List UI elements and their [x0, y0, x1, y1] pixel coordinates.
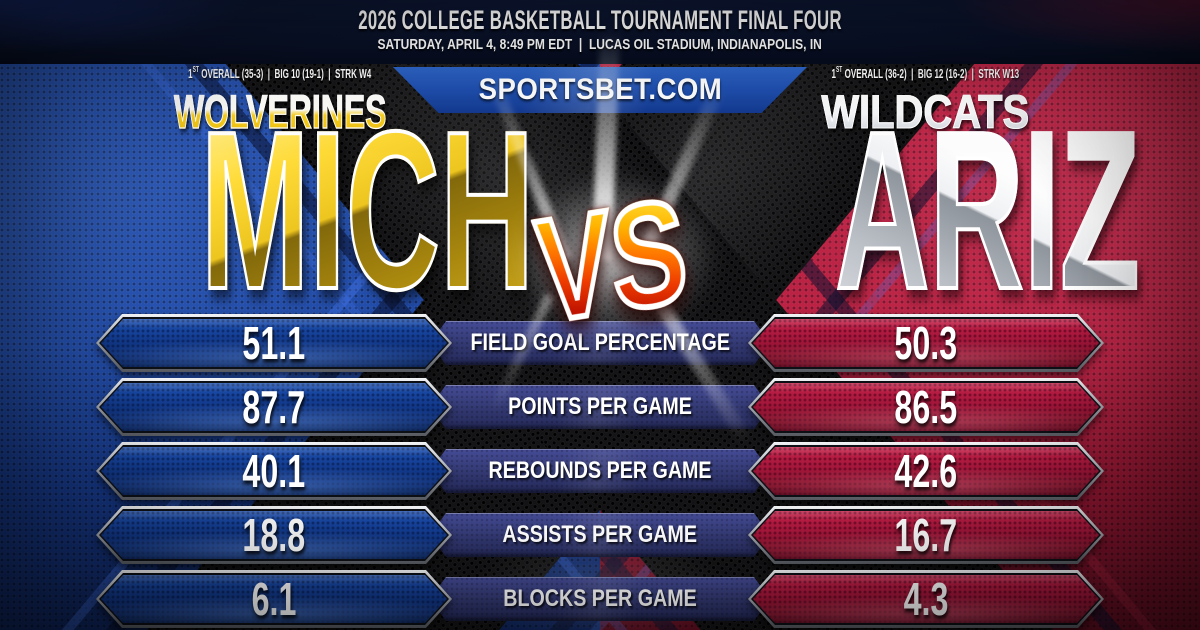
stat-pod-left: 6.1	[96, 570, 452, 628]
team-right-rank-suffix: ST	[835, 65, 843, 74]
team-left: 1ST OVERALL (35-3) | BIG 10 (19-1) | STR…	[80, 62, 535, 325]
vs-badge: VS	[505, 165, 717, 357]
stat-pod-left: 87.7	[96, 378, 452, 436]
stat-pod-left: 18.8	[96, 506, 452, 564]
team-left-nickname: WOLVERINES	[80, 87, 480, 135]
vs-label: VS	[527, 165, 695, 357]
stat-value-left: 6.1	[251, 573, 297, 625]
stat-label-band: BLOCKS PER GAME	[430, 577, 770, 621]
stat-value-right: 86.5	[894, 381, 958, 433]
stat-row: ASSISTS PER GAME 18.8 16.7	[0, 506, 1200, 564]
event-details: SATURDAY, APRIL 4, 8:49 PM EDT | LUCAS O…	[377, 36, 823, 53]
team-right-record: OVERALL (36-2) | BIG 12 (16-2) | STRK W1…	[842, 66, 1019, 81]
team-right-nickname: WILDCATS	[725, 88, 1125, 136]
stat-label-band: REBOUNDS PER GAME	[430, 449, 770, 493]
team-left-record-line: 1ST OVERALL (35-3) | BIG 10 (19-1) | STR…	[80, 65, 480, 81]
stat-pod-right: 50.3	[748, 314, 1104, 372]
stat-value-left: 40.1	[242, 445, 306, 497]
stat-label: REBOUNDS PER GAME	[488, 457, 712, 484]
stat-label: ASSISTS PER GAME	[502, 521, 698, 548]
team-left-rank: 1	[188, 66, 193, 81]
stat-value-left: 18.8	[242, 509, 306, 561]
stat-value-right: 4.3	[903, 573, 949, 625]
event-title: 2026 COLLEGE BASKETBALL TOURNAMENT FINAL…	[358, 5, 842, 35]
stat-value-left: 51.1	[242, 317, 306, 369]
stat-row: FIELD GOAL PERCENTAGE 51.1 50.3	[0, 314, 1200, 372]
team-right: 1ST OVERALL (36-2) | BIG 12 (16-2) | STR…	[725, 62, 1141, 325]
team-right-rank: 1	[831, 66, 836, 81]
header-bar: 2026 COLLEGE BASKETBALL TOURNAMENT FINAL…	[0, 0, 1200, 64]
stat-row: REBOUNDS PER GAME 40.1 42.6	[0, 442, 1200, 500]
team-right-abbreviation: ARIZ	[834, 84, 1141, 336]
team-right-record-line: 1ST OVERALL (36-2) | BIG 12 (16-2) | STR…	[725, 65, 1125, 81]
team-left-rank-suffix: ST	[192, 65, 200, 74]
stat-pod-right: 16.7	[748, 506, 1104, 564]
stat-value-left: 87.7	[242, 381, 306, 433]
stat-label: POINTS PER GAME	[508, 393, 692, 420]
stat-label-band: POINTS PER GAME	[430, 385, 770, 429]
stat-value-right: 16.7	[894, 509, 958, 561]
stat-pod-right: 86.5	[748, 378, 1104, 436]
stat-value-right: 50.3	[894, 317, 958, 369]
stats-comparison: FIELD GOAL PERCENTAGE 51.1 50.3 POINTS P…	[0, 314, 1200, 630]
stat-pod-left: 40.1	[96, 442, 452, 500]
stat-pod-right: 42.6	[748, 442, 1104, 500]
stat-pod-left: 51.1	[96, 314, 452, 372]
stat-row: BLOCKS PER GAME 6.1 4.3	[0, 570, 1200, 628]
stat-value-right: 42.6	[894, 445, 958, 497]
team-left-record: OVERALL (35-3) | BIG 10 (19-1) | STRK W4	[199, 66, 372, 81]
team-left-abbreviation: MICH	[200, 84, 536, 336]
stat-label-band: ASSISTS PER GAME	[430, 513, 770, 557]
stat-row: POINTS PER GAME 87.7 86.5	[0, 378, 1200, 436]
stat-label: BLOCKS PER GAME	[503, 585, 697, 612]
stat-pod-right: 4.3	[748, 570, 1104, 628]
